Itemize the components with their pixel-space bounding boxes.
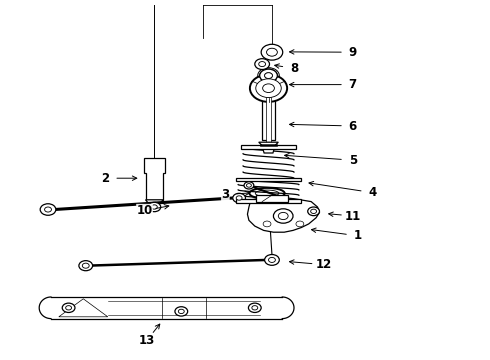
Circle shape (260, 69, 277, 82)
Circle shape (265, 255, 279, 265)
Circle shape (151, 205, 157, 209)
Text: 5: 5 (349, 154, 357, 167)
Circle shape (62, 303, 75, 312)
Circle shape (261, 44, 283, 60)
Circle shape (296, 221, 304, 227)
Circle shape (175, 307, 188, 316)
Circle shape (255, 59, 270, 69)
Circle shape (263, 84, 274, 93)
Circle shape (265, 73, 272, 78)
Text: 8: 8 (290, 62, 298, 75)
Polygon shape (247, 197, 319, 232)
Circle shape (263, 221, 271, 227)
Text: 3: 3 (221, 188, 229, 201)
Circle shape (236, 196, 242, 200)
Circle shape (267, 49, 277, 56)
Circle shape (79, 261, 93, 271)
Circle shape (311, 209, 317, 213)
Circle shape (248, 303, 261, 312)
Circle shape (267, 48, 277, 56)
Circle shape (40, 204, 56, 215)
Text: 13: 13 (139, 334, 155, 347)
Bar (266, 88, 271, 144)
Polygon shape (59, 299, 108, 317)
Circle shape (148, 202, 161, 212)
Polygon shape (39, 297, 294, 319)
Polygon shape (144, 158, 165, 200)
Text: 11: 11 (344, 210, 361, 222)
Circle shape (269, 257, 275, 262)
Polygon shape (259, 142, 278, 153)
Bar (236, 199, 301, 203)
Circle shape (246, 184, 251, 187)
Circle shape (66, 306, 72, 310)
Circle shape (273, 209, 293, 223)
Circle shape (45, 207, 51, 212)
Circle shape (256, 79, 281, 98)
Text: 12: 12 (315, 258, 332, 271)
Bar (236, 178, 301, 181)
Circle shape (259, 62, 266, 67)
Text: 9: 9 (349, 46, 357, 59)
Circle shape (250, 75, 287, 102)
Polygon shape (264, 45, 280, 59)
Text: 2: 2 (101, 172, 109, 185)
Circle shape (260, 69, 277, 82)
Circle shape (278, 212, 288, 220)
Text: 4: 4 (368, 186, 376, 199)
Polygon shape (146, 200, 163, 203)
Bar (241, 145, 296, 149)
Circle shape (252, 306, 258, 310)
Text: 6: 6 (349, 120, 357, 132)
Circle shape (258, 68, 279, 84)
Circle shape (265, 73, 272, 78)
Circle shape (233, 193, 245, 203)
Text: 10: 10 (136, 204, 153, 217)
Circle shape (244, 182, 254, 189)
Circle shape (178, 309, 184, 314)
Circle shape (308, 207, 319, 216)
Bar (262, 88, 275, 140)
Bar (256, 195, 288, 202)
Text: 1: 1 (354, 229, 362, 242)
Text: 7: 7 (349, 78, 357, 91)
Circle shape (82, 263, 89, 268)
